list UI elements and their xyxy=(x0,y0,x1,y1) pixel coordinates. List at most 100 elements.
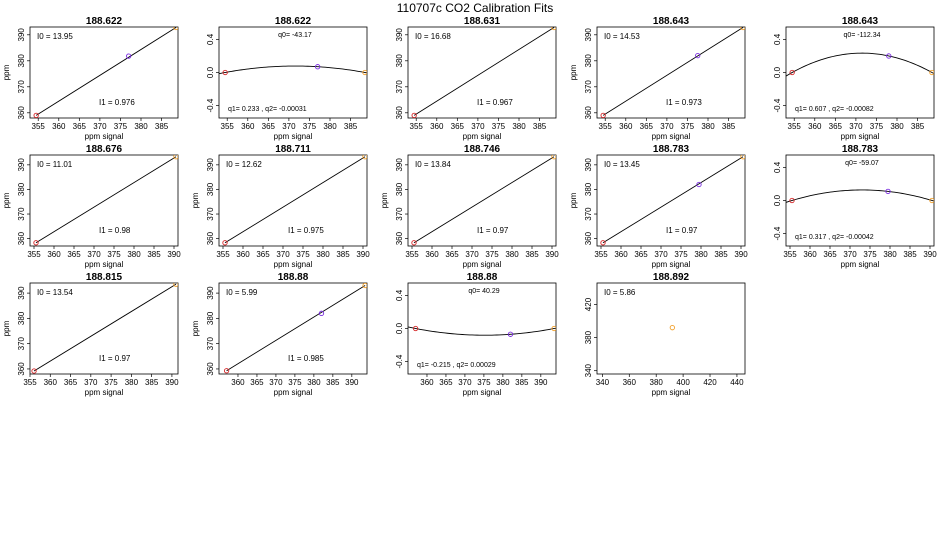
y-tick-label: 360 xyxy=(206,231,215,245)
fit-curve xyxy=(786,189,934,203)
x-tick-label: 360 xyxy=(52,122,66,131)
x-tick-label: 370 xyxy=(849,122,863,131)
x-tick-label: 360 xyxy=(236,250,250,259)
data-point xyxy=(362,155,367,160)
y-tick-label: 370 xyxy=(17,80,26,94)
x-tick-label: 375 xyxy=(288,378,302,387)
x-axis-label: ppm signal xyxy=(274,260,313,269)
x-tick-label: 375 xyxy=(681,122,695,131)
data-point xyxy=(929,69,934,76)
x-tick-label: 365 xyxy=(73,122,87,131)
fit-intercept: I0 = 5.86 xyxy=(604,288,636,297)
x-axis-label: ppm signal xyxy=(274,132,313,141)
panel-title: 188.88 xyxy=(278,272,309,283)
y-tick-label: 0.0 xyxy=(773,66,782,78)
x-axis-label: ppm signal xyxy=(841,260,880,269)
calibration-panel: 188.643 355 360 365 370 375 380 385 360 370 380 390… xyxy=(569,16,746,141)
data-point xyxy=(885,188,891,195)
data-point xyxy=(669,325,675,331)
fit-intercept: I0 = 13.54 xyxy=(37,288,73,297)
x-tick-label: 360 xyxy=(430,122,444,131)
panel-title: 188.783 xyxy=(653,144,690,155)
x-axis-label: ppm signal xyxy=(85,132,124,141)
y-tick-label: 390 xyxy=(584,158,593,172)
fit-coefficient-q0: q0= -43.17 xyxy=(278,32,312,39)
x-tick-label: 365 xyxy=(250,378,264,387)
y-tick-label: 360 xyxy=(206,362,215,376)
y-tick-label: 0.0 xyxy=(773,194,782,206)
fit-intercept: I0 = 12.62 xyxy=(226,160,262,169)
x-tick-label: 355 xyxy=(594,250,608,259)
data-point xyxy=(173,283,178,287)
x-tick-label: 370 xyxy=(93,122,107,131)
y-tick-label: 0.0 xyxy=(206,66,215,78)
y-tick-label: 370 xyxy=(206,207,215,221)
x-tick-label: 380 xyxy=(505,250,519,259)
y-tick-label: -0.4 xyxy=(773,226,782,240)
y-tick-label: 390 xyxy=(206,286,215,300)
x-axis-label: ppm signal xyxy=(85,388,124,397)
data-point xyxy=(551,155,556,160)
y-axis-label: ppm xyxy=(2,64,11,80)
y-tick-label: 380 xyxy=(584,54,593,68)
x-tick-label: 355 xyxy=(410,122,424,131)
x-tick-label: 355 xyxy=(783,250,797,259)
x-axis-label: ppm signal xyxy=(85,260,124,269)
x-tick-label: 420 xyxy=(703,378,717,387)
x-tick-label: 355 xyxy=(23,378,37,387)
x-tick-label: 360 xyxy=(803,250,817,259)
x-tick-label: 370 xyxy=(654,250,668,259)
x-tick-label: 385 xyxy=(147,250,161,259)
x-tick-label: 385 xyxy=(145,378,159,387)
calibration-panel: 188.622 355 360 365 370 375 380 385 -0.4 0.0 0.4 pp… xyxy=(206,16,368,141)
y-axis-label: ppm xyxy=(191,192,200,208)
x-tick-label: 360 xyxy=(614,250,628,259)
calibration-panel: 188.631 355 360 365 370 375 380 385 360 370 380 390… xyxy=(395,16,557,141)
x-tick-label: 360 xyxy=(623,378,637,387)
y-tick-label: 0.0 xyxy=(395,322,404,334)
y-tick-label: 360 xyxy=(17,231,26,245)
y-tick-label: 0.4 xyxy=(395,289,404,301)
fit-slope: I1 = 0.97 xyxy=(666,226,698,235)
y-tick-label: 380 xyxy=(206,311,215,325)
panel-title: 188.746 xyxy=(464,144,501,155)
data-point xyxy=(551,27,556,31)
x-tick-label: 375 xyxy=(477,378,491,387)
y-tick-label: 390 xyxy=(17,286,26,300)
x-tick-label: 385 xyxy=(903,250,917,259)
plot-frame xyxy=(785,154,935,247)
x-tick-label: 375 xyxy=(492,122,506,131)
y-axis-label: ppm xyxy=(2,320,11,336)
calibration-panel: 188.622 355 360 365 370 375 380 385 360 370 380 390… xyxy=(2,16,179,141)
data-point xyxy=(33,112,39,118)
fit-line xyxy=(413,27,555,116)
data-point xyxy=(222,240,228,246)
x-tick-label: 365 xyxy=(439,378,453,387)
data-point xyxy=(362,69,367,76)
y-tick-label: 420 xyxy=(584,297,593,311)
fit-line xyxy=(226,285,366,372)
fit-slope: I1 = 0.97 xyxy=(99,354,131,363)
x-tick-label: 370 xyxy=(458,378,472,387)
y-tick-label: 390 xyxy=(17,158,26,172)
fit-intercept: I0 = 13.95 xyxy=(37,32,73,41)
data-point xyxy=(411,240,417,246)
x-tick-label: 390 xyxy=(165,378,179,387)
fit-coefficient-q0: q0= 40.29 xyxy=(468,288,499,295)
x-tick-label: 360 xyxy=(47,250,61,259)
y-tick-label: 380 xyxy=(395,54,404,68)
x-tick-label: 380 xyxy=(316,250,330,259)
x-tick-label: 385 xyxy=(326,378,340,387)
x-tick-label: 365 xyxy=(256,250,270,259)
x-tick-label: 390 xyxy=(923,250,937,259)
figure-title: 110707c CO2 Calibration Fits xyxy=(396,1,554,15)
data-point xyxy=(551,325,556,332)
x-tick-label: 355 xyxy=(405,250,419,259)
y-tick-label: 390 xyxy=(17,28,26,42)
fit-intercept: I0 = 13.45 xyxy=(604,160,640,169)
x-tick-label: 390 xyxy=(734,250,748,259)
x-tick-label: 380 xyxy=(890,122,904,131)
fit-line xyxy=(224,156,366,244)
